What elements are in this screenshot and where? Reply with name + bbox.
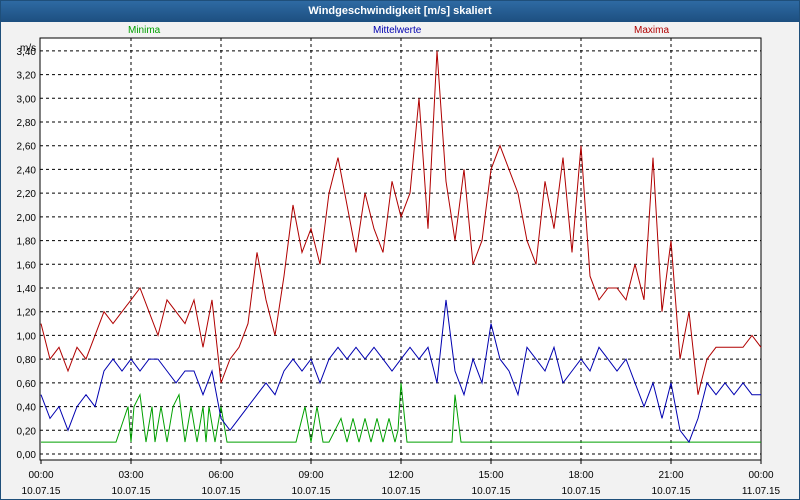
y-tick-label: 1,20	[17, 308, 37, 319]
y-tick-label: 3,20	[17, 71, 37, 82]
x-tick-time: 00:00	[28, 470, 53, 481]
y-tick-label: 2,00	[17, 213, 37, 224]
legend-maxima: Maxima	[634, 25, 670, 36]
legend-minima: Minima	[128, 25, 161, 36]
y-tick-label: 0,40	[17, 403, 37, 414]
y-tick-label: 0,60	[17, 379, 37, 390]
x-tick-date: 10.07.15	[22, 486, 61, 497]
series-line-mittelwerte	[40, 299, 761, 444]
y-tick-label: 1,60	[17, 260, 37, 271]
y-tick-label: 3,00	[17, 94, 37, 105]
y-tick-label: 1,40	[17, 284, 37, 295]
x-tick-date: 10.07.15	[112, 486, 151, 497]
x-tick-time: 21:00	[658, 470, 683, 481]
x-tick-date: 10.07.15	[292, 486, 331, 497]
y-tick-label: 1,00	[17, 331, 37, 342]
x-tick-date: 11.07.15	[742, 486, 781, 497]
x-tick-date: 10.07.15	[472, 486, 511, 497]
x-tick-time: 12:00	[388, 470, 413, 481]
x-tick-date: 10.07.15	[382, 486, 421, 497]
series-line-minima	[41, 382, 761, 443]
x-tick-time: 09:00	[298, 470, 323, 481]
x-tick-time: 18:00	[568, 470, 593, 481]
x-tick-date: 10.07.15	[562, 486, 601, 497]
series-line-maxima	[40, 50, 762, 395]
y-tick-label: 1,80	[17, 237, 37, 248]
y-tick-label: 2,80	[17, 118, 37, 129]
chart-title: Windgeschwindigkeit [m/s] skaliert	[1, 1, 799, 22]
x-tick-time: 15:00	[478, 470, 503, 481]
y-tick-label: 2,40	[17, 165, 37, 176]
legend-mittelwerte: Mittelwerte	[373, 25, 422, 36]
x-tick-date: 10.07.15	[202, 486, 241, 497]
y-tick-label: 3,40	[17, 47, 37, 58]
y-tick-label: 0,80	[17, 355, 37, 366]
y-tick-label: 0,00	[17, 450, 37, 461]
y-tick-label: 2,20	[17, 189, 37, 200]
x-tick-date: 10.07.15	[652, 486, 691, 497]
x-tick-time: 00:00	[748, 470, 773, 481]
y-axis-unit-label: m/s	[20, 43, 36, 54]
x-tick-time: 06:00	[208, 470, 233, 481]
y-tick-label: 2,60	[17, 142, 37, 153]
y-tick-label: 0,20	[17, 426, 37, 437]
x-tick-time: 03:00	[118, 470, 143, 481]
